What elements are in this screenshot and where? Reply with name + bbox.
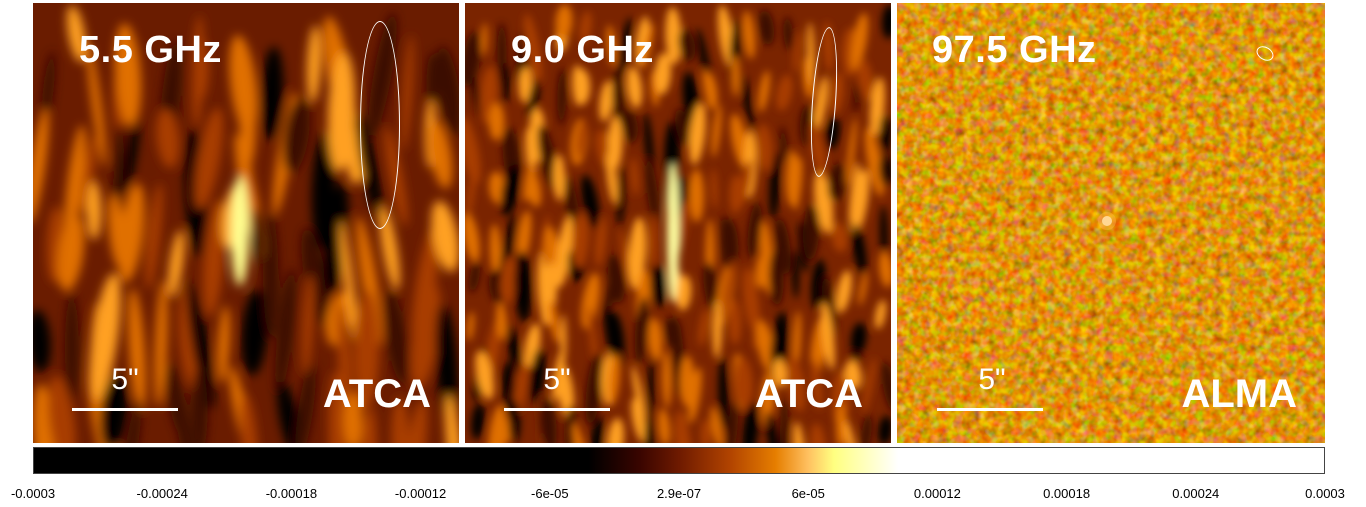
colorbar-tick-label: 6e-05	[791, 486, 825, 501]
scale-bar	[72, 408, 178, 411]
colorbar-tick-label: 0.00012	[913, 486, 961, 501]
frequency-label: 9.0 GHz	[511, 29, 654, 71]
instrument-label: ALMA	[1181, 372, 1297, 416]
colorbar-tick-label: -6e-05	[531, 486, 569, 501]
beam-ellipse	[360, 21, 400, 229]
scale-bar-label: 5"	[978, 363, 1006, 396]
scale-bar-label: 5"	[111, 363, 139, 396]
colorbar-tick-label: -0.00012	[394, 486, 447, 501]
colorbar-tick-label: 0.00018	[1043, 486, 1091, 501]
panel-97p5ghz: 97.5 GHz 5" ALMA	[897, 3, 1325, 443]
colorbar-tick-label: -0.00018	[265, 486, 318, 501]
colorbar-tick-label: -0.0003	[10, 486, 56, 501]
frequency-label: 5.5 GHz	[79, 29, 222, 71]
instrument-label: ATCA	[322, 372, 431, 416]
instrument-label: ATCA	[754, 372, 863, 416]
scale-bar	[937, 408, 1043, 411]
frequency-label: 97.5 GHz	[932, 29, 1097, 71]
colorbar-tick-label: 0.00024	[1172, 486, 1220, 501]
colorbar-tick-label: 0.0003	[1305, 486, 1345, 501]
colorbar	[33, 447, 1325, 474]
scale-bar-label: 5"	[543, 363, 571, 396]
radio-image-9p0ghz	[465, 3, 891, 443]
panel-5p5ghz: 5.5 GHz 5" ATCA	[33, 3, 459, 443]
colorbar-tick-label: -0.00024	[136, 486, 188, 501]
scale-bar	[504, 408, 610, 411]
panel-9p0ghz: 9.0 GHz 5" ATCA	[465, 3, 891, 443]
radio-image-97p5ghz	[897, 3, 1325, 443]
colorbar-tick-label: 2.9e-07	[656, 486, 702, 501]
